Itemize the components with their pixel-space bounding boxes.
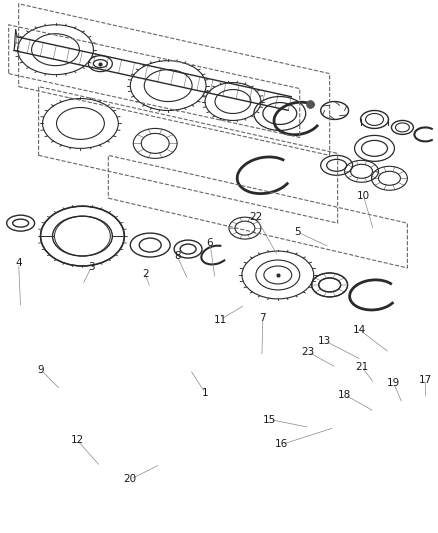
Text: 19: 19 — [387, 378, 400, 387]
Text: 12: 12 — [71, 435, 84, 446]
Text: 1: 1 — [202, 387, 208, 398]
Text: 3: 3 — [88, 262, 95, 272]
Text: 2: 2 — [142, 269, 148, 279]
Text: 13: 13 — [318, 336, 331, 346]
Text: 16: 16 — [275, 439, 289, 449]
Text: 23: 23 — [301, 347, 314, 357]
Text: 21: 21 — [355, 362, 368, 372]
Text: 8: 8 — [174, 251, 180, 261]
Text: 9: 9 — [37, 365, 44, 375]
Text: 6: 6 — [207, 238, 213, 248]
Text: 5: 5 — [294, 227, 301, 237]
Text: 22: 22 — [249, 212, 262, 222]
Text: 4: 4 — [15, 258, 22, 268]
Text: 7: 7 — [260, 313, 266, 323]
Text: 15: 15 — [263, 415, 276, 424]
Text: 20: 20 — [124, 474, 137, 484]
Text: 11: 11 — [213, 315, 226, 325]
Text: 17: 17 — [419, 375, 432, 385]
Text: 18: 18 — [338, 390, 351, 400]
Text: 14: 14 — [353, 325, 366, 335]
Text: 10: 10 — [357, 191, 370, 201]
